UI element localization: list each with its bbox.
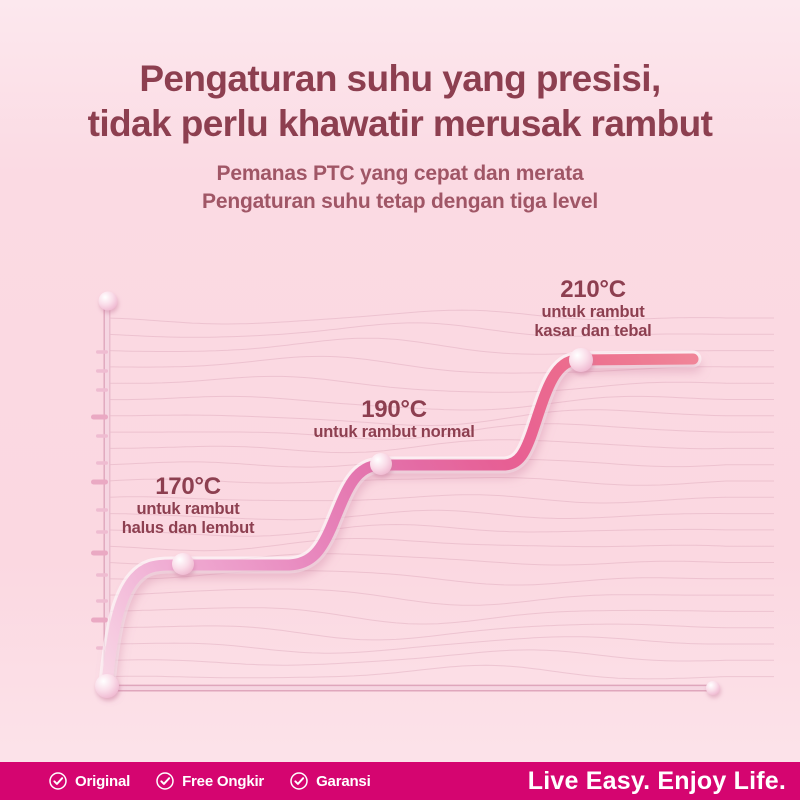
subtitle-line-1: Pemanas PTC yang cepat dan merata <box>216 162 584 185</box>
origin-ball <box>95 674 119 698</box>
y-axis-ticks <box>91 350 108 650</box>
level-170-annotation: 170°C untuk rambut halus dan lembut <box>121 473 255 538</box>
temp-desc-170-line2: halus dan lembut <box>121 519 255 537</box>
badge-list: Original Free Ongkir Garansi <box>48 771 371 791</box>
temp-desc-190-line1: untuk rambut normal <box>313 423 475 441</box>
check-circle-icon <box>156 772 174 790</box>
footer-tagline: Live Easy. Enjoy Life. <box>527 766 786 795</box>
badge-free-ongkir: Free Ongkir <box>155 771 264 791</box>
x-axis-end-ball <box>706 681 720 695</box>
title-line-2: tidak perlu khawatir merusak rambut <box>87 103 713 144</box>
footer-bar: Original Free Ongkir Garansi Live Easy. … <box>0 762 800 800</box>
marker-190 <box>370 453 392 475</box>
marker-170 <box>172 553 194 575</box>
badge-label: Free Ongkir <box>182 772 265 790</box>
level-210-annotation: 210°C untuk rambut kasar dan tebal <box>534 277 651 341</box>
x-axis <box>107 684 713 692</box>
y-axis-top-ball <box>98 291 118 311</box>
temp-desc-170-line1: untuk rambut <box>136 500 240 518</box>
check-circle-icon <box>49 772 67 790</box>
badge-label: Garansi <box>316 772 371 790</box>
temp-value-190: 190°C <box>361 396 427 423</box>
badge-garansi: Garansi <box>289 771 371 791</box>
badge-original: Original <box>48 771 130 791</box>
temp-desc-210-line1: untuk rambut <box>541 303 645 321</box>
page-subtitle: Pemanas PTC yang cepat dan merata Pengat… <box>0 160 800 216</box>
temp-desc-210-line2: kasar dan tebal <box>534 322 652 340</box>
subtitle-line-2: Pengaturan suhu tetap dengan tiga level <box>202 190 598 213</box>
temperature-curve <box>98 350 702 693</box>
title-line-1: Pengaturan suhu yang presisi, <box>139 58 661 99</box>
level-190-annotation: 190°C untuk rambut normal <box>313 397 474 442</box>
page-title: Pengaturan suhu yang presisi, tidak perl… <box>0 56 800 146</box>
temp-value-170: 170°C <box>155 473 221 500</box>
badge-label: Original <box>75 772 131 790</box>
data-point-markers <box>95 291 720 698</box>
marker-210 <box>569 348 593 372</box>
temp-value-210: 210°C <box>560 276 626 303</box>
check-circle-icon <box>290 772 308 790</box>
